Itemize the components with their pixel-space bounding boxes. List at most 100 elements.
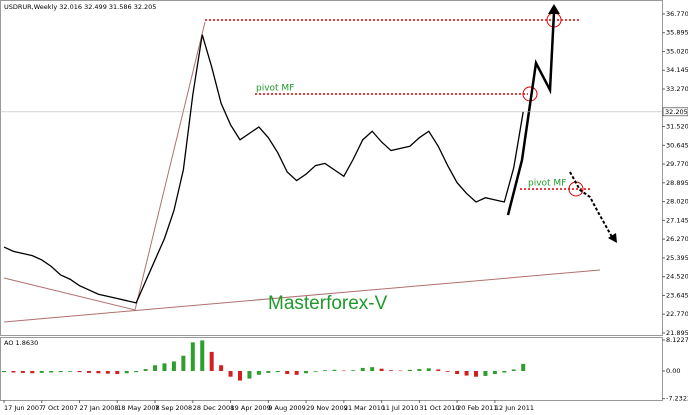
ao-bar [2,370,6,373]
ao-bar [483,370,488,376]
ao-tick-label: 0.00 [666,367,680,375]
ao-bar [115,370,120,375]
y-tick-label: 29.770 [666,160,688,168]
ao-bar [190,342,195,371]
x-tick-label: 19 Apr 2009 [231,404,271,412]
chart-title: USDRUR,Weekly 32.016 32.499 31.586 32.20… [4,3,156,11]
x-tick-label: 12 Jun 2011 [495,404,534,412]
x-tick-label: 27 Jan 2008 [80,404,119,412]
ao-bar [171,361,176,371]
ao-bar [228,370,233,377]
ao-bar [96,370,101,374]
ao-bar [370,367,375,371]
ao-tick-label: 8.1227 [666,336,688,344]
ao-bar [332,369,337,371]
ao-bar [445,370,450,372]
ao-bar [219,365,224,371]
annotation: pivot MF [528,179,566,189]
y-tick-label: 27.145 [666,216,688,224]
y-tick-label: 26.270 [666,235,688,243]
x-tick-label: 9 Aug 2009 [268,404,306,412]
arrow-head [608,233,617,243]
ao-bar [313,370,318,372]
ao-bar [124,370,129,374]
ao-bar [521,363,526,371]
x-tick-label: 18 May 2008 [117,404,159,412]
y-tick-label: 28.020 [666,198,688,206]
x-tick-label: 7 Sep 2008 [155,404,192,412]
price-tag [662,107,688,117]
price-line [3,34,524,304]
x-tick-label: 7 Oct 2007 [42,404,78,412]
y-tick-label: 24.520 [666,273,688,281]
ao-bar [200,340,205,371]
ao-bar [105,370,110,374]
ao-bar [275,370,280,373]
ao-bar [238,370,242,381]
ao-bar [256,370,261,375]
trend-line [3,277,136,311]
y-tick-label: 36.770 [666,10,688,18]
y-tick-label: 21.895 [666,329,688,337]
arrow-head [548,4,560,14]
ao-bar [436,369,441,371]
trend-line [134,21,206,311]
ao-bar [285,370,290,375]
ao-bar [407,369,412,371]
ao-bar [181,355,186,371]
x-tick-label: 31 Oct 2010 [419,404,459,412]
ao-bar [294,370,299,375]
ao-bar [304,370,309,374]
ao-label: AO 1.8630 [4,339,38,347]
ao-bar [39,370,44,373]
x-tick-label: 21 Mar 2010 [344,404,385,412]
ao-bar [389,370,394,371]
x-tick-label: 29 Nov 2009 [306,404,348,412]
ao-bar [153,365,158,371]
ao-bar [426,368,431,371]
y-tick-label: 28.895 [666,179,688,187]
ao-bar [266,370,271,373]
ao-panel [0,337,663,401]
ao-bar [49,370,54,373]
ao-bar [474,370,478,377]
y-tick-label: 35.020 [666,47,688,55]
ao-bar [511,369,516,371]
ao-bar [360,367,365,371]
y-tick-label: 25.395 [666,254,688,262]
ao-bar [20,370,25,373]
x-tick-label: 20 Feb 2011 [457,404,497,412]
ao-bar [417,369,422,371]
ao-bar [77,370,82,373]
forecast-down [569,171,613,238]
y-tick-label: 35.895 [666,29,688,37]
y-tick-label: 33.270 [666,85,688,93]
ao-bar [143,369,148,371]
ao-bar [68,370,73,372]
ao-tick-label: -7.2322 [666,395,688,403]
annotation: Masterforex-V [268,293,388,314]
ao-bar [492,370,497,375]
y-tick-label: 30.645 [666,141,688,149]
ao-bar [58,370,63,373]
trend-line [3,269,601,323]
ao-bar [502,370,507,373]
ao-bar [322,370,327,371]
ao-bar [247,370,252,379]
y-tick-label: 23.645 [666,291,688,299]
forecast-up [506,11,556,216]
annotation: pivot MF [256,84,294,94]
ao-bar [134,370,139,373]
y-tick-label: 22.770 [666,310,688,318]
ao-bar [351,370,356,371]
ao-bar [30,370,35,374]
y-tick-label: 31.520 [666,123,688,131]
ao-bar [162,363,167,371]
ao-bar [398,370,403,372]
y-tick-label: 34.145 [666,66,688,74]
x-tick-label: 28 Dec 2008 [193,404,235,412]
x-tick-label: 11 Jul 2010 [382,404,419,412]
ao-bar [11,370,16,373]
ao-bar [341,370,346,372]
ao-bar [464,370,469,376]
